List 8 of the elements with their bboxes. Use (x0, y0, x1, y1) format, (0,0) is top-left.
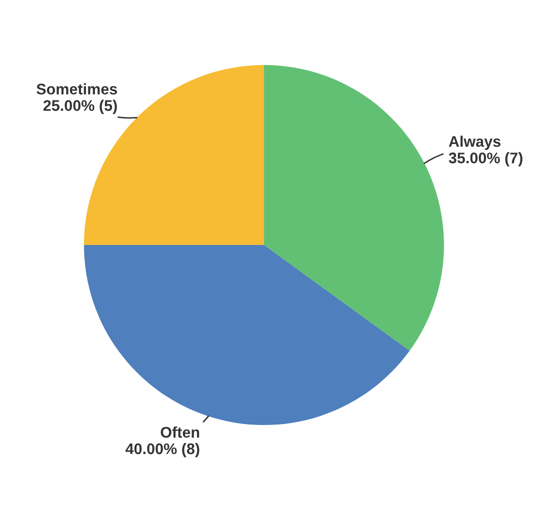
slice-label: Often (160, 426, 200, 438)
pie-slice (264, 65, 444, 351)
pie-slice (84, 245, 410, 425)
slice-label: Sometimes (36, 83, 118, 94)
data-label: 35.00% (7) (448, 152, 522, 166)
slice-label: Always (448, 136, 500, 150)
data-label: 40.00% (8) (126, 442, 200, 458)
data-label: 25.00% (5) (43, 100, 117, 114)
